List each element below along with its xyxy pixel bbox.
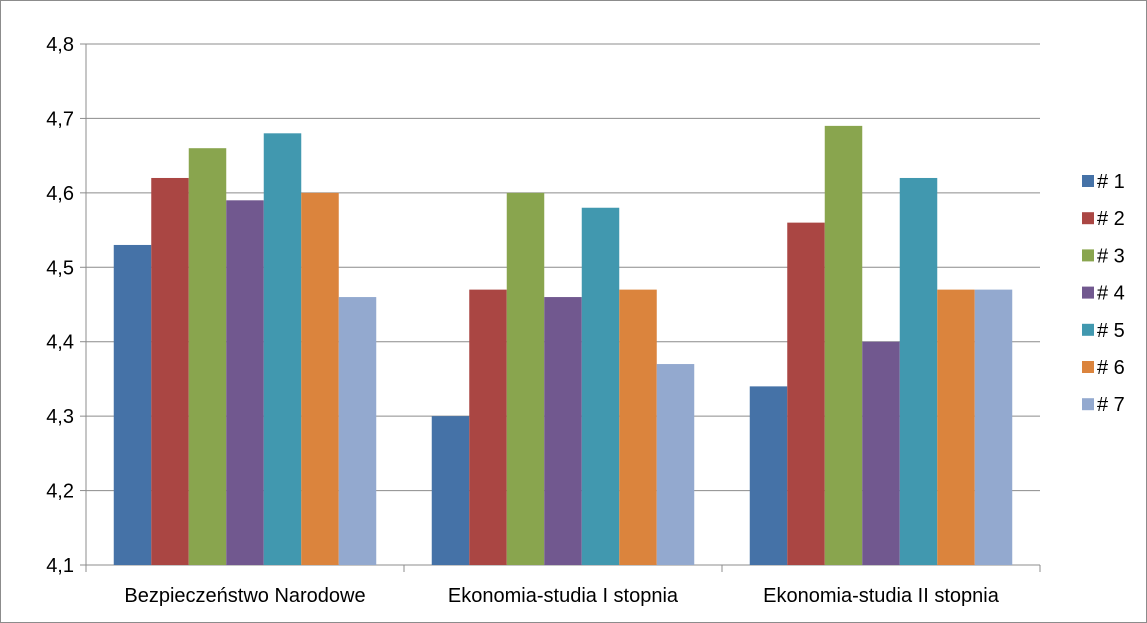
y-tick-label: 4,2 [46,481,74,503]
y-tick-label: 4,3 [46,406,74,428]
bar-1 [431,416,470,565]
legend-swatch [1082,323,1094,336]
legend-label: # 6 [1097,357,1125,379]
bar-1 [749,386,788,565]
bar-2 [469,289,507,565]
y-tick-label: 4,7 [46,108,74,130]
bar-7 [974,289,1013,565]
bar-3 [188,148,227,565]
y-tick-label: 4,8 [46,34,74,56]
bar-4 [226,200,264,566]
legend-label: # 2 [1097,208,1125,230]
bar-4 [862,341,900,565]
bar-5 [581,207,620,565]
bar-2 [151,177,189,565]
legend-label: # 3 [1097,245,1125,267]
bar-5 [263,133,302,566]
legend-label: # 5 [1097,320,1125,342]
x-category-label: Ekonomia-studia II stopnia [763,585,1000,607]
bar-6 [619,289,657,565]
legend-swatch [1082,175,1094,187]
bar-7 [656,364,695,565]
bar-1 [113,244,152,565]
legend-swatch [1082,398,1094,411]
y-tick-label: 4,1 [46,555,74,577]
legend-swatch [1082,249,1094,262]
y-tick-label: 4,6 [46,183,74,205]
legend-swatch [1082,361,1094,373]
y-tick-label: 4,5 [46,257,74,279]
legend-label: # 4 [1097,283,1125,305]
legend-label: # 1 [1097,171,1125,193]
bar-3 [506,192,545,565]
legend-label: # 7 [1097,394,1125,416]
bar-6 [301,192,339,565]
bar-4 [544,297,582,565]
bar-7 [338,297,377,565]
bar-5 [899,177,938,565]
y-tick-label: 4,4 [46,332,74,354]
legend-swatch [1082,212,1094,225]
x-category-label: Ekonomia-studia I stopnia [448,585,679,607]
bar-6 [937,289,975,565]
bar-2 [787,222,825,565]
x-category-label: Bezpieczeństwo Narodowe [124,585,365,607]
legend-swatch [1082,286,1094,299]
bar-3 [824,125,863,565]
